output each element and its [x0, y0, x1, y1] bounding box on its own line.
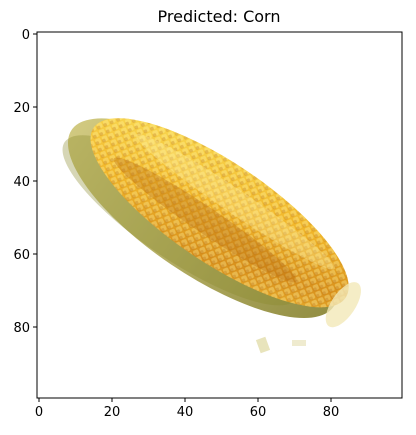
x-tick-label: 20 — [104, 405, 121, 420]
x-tick-label: 60 — [250, 405, 267, 420]
y-tick-label: 40 — [13, 175, 30, 190]
y-tick-label: 60 — [13, 248, 30, 263]
y-axis: 0 20 40 60 80 — [13, 28, 37, 336]
x-tick-label: 80 — [323, 405, 340, 420]
y-tick-label: 80 — [13, 321, 30, 336]
y-tick-label: 0 — [22, 28, 30, 43]
figure-title: Predicted: Corn — [158, 7, 281, 26]
y-tick-label: 20 — [13, 101, 30, 116]
x-axis: 0 20 40 60 80 — [35, 398, 339, 420]
x-tick-label: 40 — [177, 405, 194, 420]
x-tick-label: 0 — [35, 405, 43, 420]
corn-image — [62, 118, 361, 354]
axes-frame — [36, 31, 403, 399]
